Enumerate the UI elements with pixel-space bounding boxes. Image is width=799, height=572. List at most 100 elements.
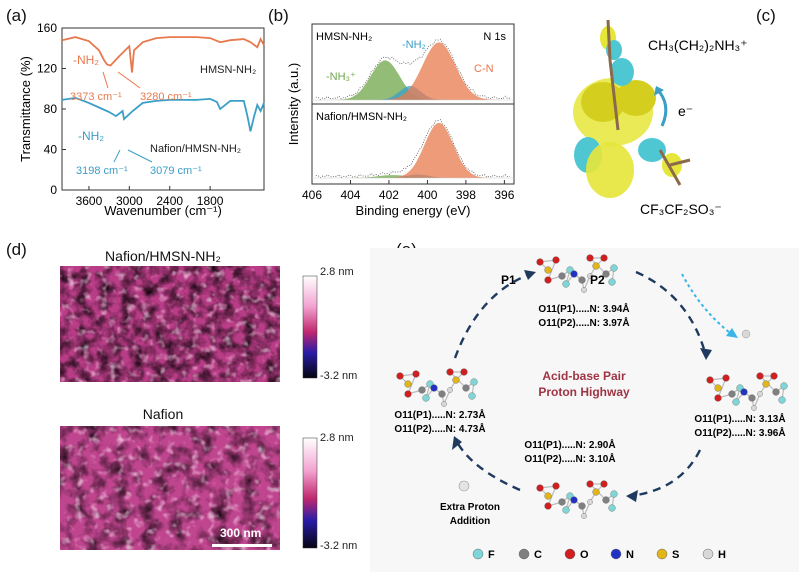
ftir-hmsn-series-label: HMSN-NH₂ <box>200 64 256 76</box>
electron-transfer-arrowhead <box>654 86 664 96</box>
atom-F <box>608 278 616 286</box>
ftir-nafion-nh2-annotation: -NH₂ <box>78 129 104 143</box>
cycle-arrowhead-3 <box>626 490 638 502</box>
atom-S <box>544 492 552 500</box>
xps-component-0-2 <box>371 42 507 100</box>
ftir-hmsn-arrow-2 <box>117 71 141 89</box>
ftir-x-tick-label: 1800 <box>197 194 224 208</box>
incoming-proton <box>741 329 751 339</box>
state1-line1: O11(P1).....N: 3.94Å <box>538 302 629 315</box>
atom-F <box>562 280 570 288</box>
colorbar-1-max: 2.8 nm <box>320 266 354 278</box>
afm-scalebar <box>212 544 272 547</box>
center-title-line2: Proton Highway <box>538 385 630 399</box>
xps-bottom-spectrum-label: Nafion/HMSN-NH₂ <box>316 111 407 123</box>
xps-component-0-0 <box>317 60 453 100</box>
colorbar-1 <box>302 275 318 379</box>
atom-C <box>438 390 446 398</box>
xps-component-1-2 <box>371 122 507 178</box>
colorbar-2 <box>302 437 318 549</box>
ftir-hmsn-wn2: 3280 cm⁻¹ <box>140 91 192 103</box>
molecule-sticks <box>606 19 691 186</box>
state1-line2: O11(P2).....N: 3.97Å <box>538 316 629 329</box>
ftir-y-tick-label: 120 <box>37 62 57 76</box>
xps-top-spectrum-label: HMSN-NH₂ <box>316 31 372 43</box>
legend-label: C <box>534 549 542 561</box>
atom-O <box>446 368 454 376</box>
atom-O <box>552 256 560 264</box>
ftir-x-tick-label: 3600 <box>76 194 103 208</box>
ftir-chart: 0 40 80 120 160 3600 3000 2400 1800 Wavenumber … <box>18 21 265 218</box>
cycle-arrow-left-up <box>453 270 537 359</box>
atom-S <box>592 488 600 496</box>
molecule-right <box>706 372 788 411</box>
afm-scalebar-label: 300 nm <box>220 526 262 540</box>
xps-y-axis-label: Intensity (a.u.) <box>286 63 301 145</box>
colorbar-2-max: 2.8 nm <box>320 432 354 444</box>
atom-C <box>748 394 756 402</box>
atom-S <box>592 262 600 270</box>
atom-S <box>452 376 460 384</box>
ftir-hmsn-wn1: 3373 cm⁻¹ <box>70 91 122 103</box>
colorbar-1-min: -3.2 nm <box>320 370 358 382</box>
cycle-arrow-right-down <box>635 270 708 357</box>
atom-S <box>544 266 552 274</box>
panel-label-d: (d) <box>6 240 27 259</box>
afm-title-2: Nafion <box>142 406 184 422</box>
atom-C <box>602 270 610 278</box>
atom-F <box>610 264 618 272</box>
atom-H <box>581 513 587 519</box>
atom-C <box>558 272 566 280</box>
atom-O <box>600 254 608 262</box>
atom-C <box>578 276 586 284</box>
atom-F <box>422 394 430 402</box>
afm-panel <box>60 266 318 550</box>
xps-x-tick-label: 398 <box>456 188 476 202</box>
atom-S <box>714 384 722 392</box>
atom-O <box>586 254 594 262</box>
atom-C <box>728 390 736 398</box>
atom-F <box>778 396 786 404</box>
atom-F <box>470 378 478 386</box>
charge-density-figure: e⁻ CH₃(CH₂)₂NH₃⁺ CF₃CF₂SO₃⁻ <box>573 19 748 217</box>
atom-O <box>396 372 404 380</box>
proton-entry-arrow <box>681 273 735 337</box>
atom-O <box>460 368 468 376</box>
atom-O <box>536 258 544 266</box>
ftir-x-axis-label: Wavenumber (cm⁻¹) <box>104 203 222 218</box>
center-title-line1: Acid-base Pair <box>542 369 626 383</box>
ftir-x-tick-label: 3000 <box>116 194 143 208</box>
legend-label: F <box>488 549 495 561</box>
legend-swatch-O <box>564 548 576 560</box>
afm-image-nafion <box>60 426 280 550</box>
atom-S <box>762 380 770 388</box>
xps-envelope-1 <box>315 119 510 179</box>
xps-corner-label: N 1s <box>483 31 506 43</box>
molecule-bottom <box>536 480 618 519</box>
atom-H <box>587 499 593 505</box>
panel-label-a: (a) <box>6 6 27 25</box>
atom-O <box>756 372 764 380</box>
panel-label-c: (c) <box>756 6 776 25</box>
atom-F <box>562 506 570 514</box>
extra-proton-line1: Extra Proton <box>440 502 500 513</box>
legend-swatch-S <box>656 548 668 560</box>
atom-O <box>714 394 722 402</box>
state4-line2: O11(P2).....N: 4.73Å <box>394 422 485 435</box>
atom-H <box>441 401 447 407</box>
proton-entry-arrowhead <box>726 328 738 338</box>
state3-line1: O11(P1).....N: 2.90Å <box>524 438 615 451</box>
ftir-nafion-arrow-2 <box>127 149 153 163</box>
xps-nh2-label: -NH₂ <box>402 39 426 51</box>
xps-nh3-label: -NH₃⁺ <box>326 71 356 83</box>
legend-label: O <box>580 549 589 561</box>
atom-C <box>558 498 566 506</box>
xps-x-tick-label: 406 <box>302 188 322 202</box>
atom-N <box>430 384 438 392</box>
ftir-nafion-arrow-1 <box>113 149 121 163</box>
atom-O <box>552 482 560 490</box>
atom-O <box>404 390 412 398</box>
state4-line1: O11(P1).....N: 2.73Å <box>394 408 485 421</box>
atom-H <box>587 273 593 279</box>
